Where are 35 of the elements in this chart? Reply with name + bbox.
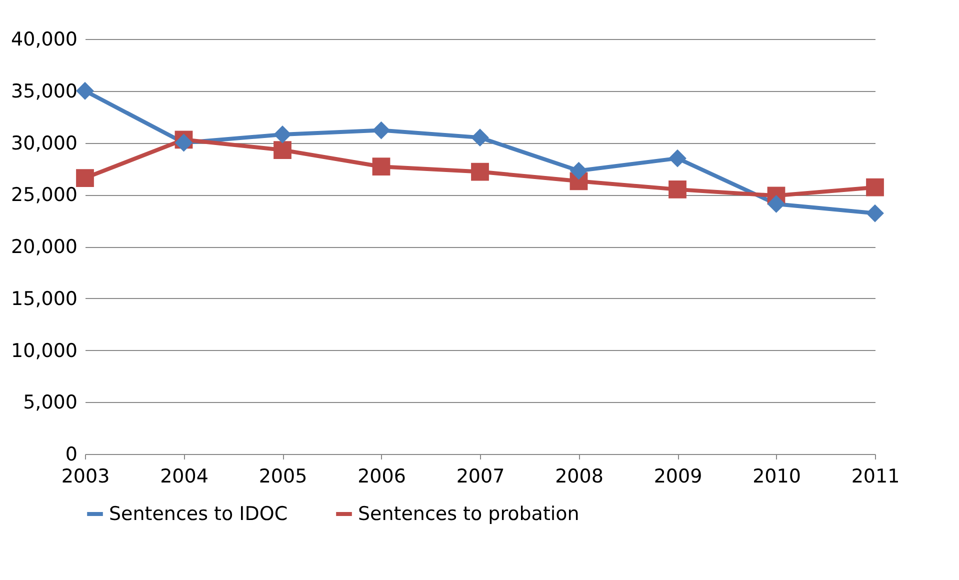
point [866, 204, 884, 222]
point [274, 141, 292, 159]
point [274, 126, 292, 144]
point [570, 162, 588, 180]
x-tick-label: 2005 [258, 466, 308, 488]
point [372, 121, 390, 140]
x-tick-label: 2006 [358, 466, 406, 488]
point [174, 134, 193, 152]
x-tick-label: 2011 [851, 466, 900, 488]
y-tick-label: 15,000 [11, 288, 78, 310]
x-tick-label: 2004 [160, 466, 208, 488]
point [372, 158, 390, 176]
point [668, 180, 686, 198]
point [76, 169, 94, 187]
legend-label: Sentences to probation [358, 503, 580, 525]
point [668, 149, 686, 168]
point [76, 82, 94, 100]
point [767, 195, 786, 213]
y-tick-label: 25,000 [11, 184, 78, 206]
x-tick-label: 2010 [752, 466, 801, 488]
y-tick-label: 0 [65, 444, 78, 466]
y-tick-label: 35,000 [11, 80, 78, 102]
legend-label: Sentences to IDOC [109, 503, 288, 525]
x-tick-label: 2007 [456, 466, 505, 488]
y-tick-label: 10,000 [11, 340, 78, 362]
x-tick-label: 2009 [654, 466, 702, 488]
x-tick-label: 2003 [61, 466, 110, 488]
point [471, 162, 489, 181]
point [471, 128, 489, 147]
y-tick-label: 30,000 [11, 132, 78, 154]
y-tick-label: 20,000 [11, 236, 78, 258]
point [866, 178, 884, 196]
x-tick-label: 2008 [555, 466, 604, 488]
y-tick-label: 5,000 [23, 392, 78, 414]
y-tick-label: 40,000 [11, 28, 78, 50]
